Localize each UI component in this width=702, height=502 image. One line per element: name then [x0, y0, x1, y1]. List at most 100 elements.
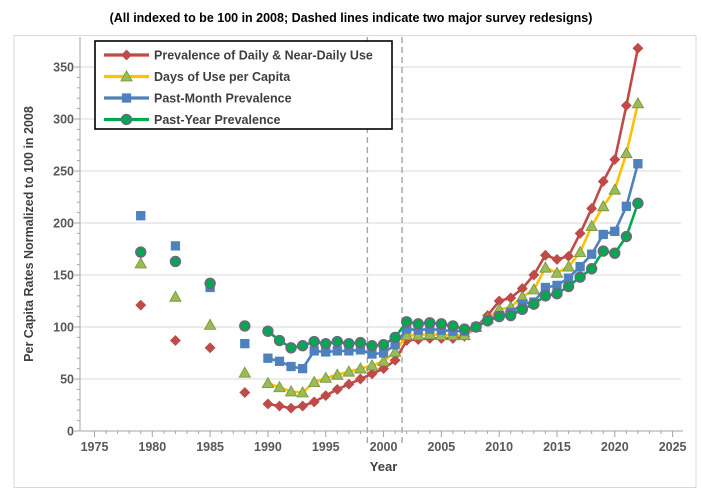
- data-point-marker: [620, 99, 632, 112]
- legend-item-3: Past-Month Prevalence: [104, 92, 292, 106]
- data-point-marker: [285, 342, 297, 354]
- data-point-marker: [597, 175, 609, 187]
- data-point-marker: [169, 290, 182, 302]
- legend-label: Days of Use per Capita: [154, 70, 291, 84]
- data-point-marker: [134, 257, 148, 269]
- y-tick-label-50: 50: [60, 373, 74, 387]
- data-point-marker: [331, 383, 343, 395]
- data-point-marker: [458, 323, 471, 335]
- data-point-marker: [169, 255, 182, 268]
- data-point-marker: [308, 335, 320, 348]
- data-point-marker: [597, 245, 609, 257]
- data-point-marker: [203, 318, 217, 330]
- x-axis-title: Year: [370, 459, 397, 474]
- data-point-marker: [332, 346, 342, 356]
- x-tick-label-2005: 2005: [427, 440, 455, 454]
- data-point-marker: [388, 345, 402, 357]
- data-point-marker: [573, 245, 587, 257]
- data-point-marker: [366, 368, 378, 380]
- data-point-marker: [240, 338, 250, 349]
- data-point-marker: [389, 354, 401, 366]
- data-point-marker: [342, 365, 356, 377]
- data-point-marker: [330, 368, 344, 380]
- legend: Prevalence of Daily & Near-Daily Use Days…: [94, 40, 393, 130]
- data-point-marker: [516, 303, 528, 316]
- y-tick-label-350: 350: [53, 61, 74, 75]
- data-point-marker: [527, 283, 541, 295]
- data-point-marker: [319, 371, 333, 383]
- data-point-marker: [204, 277, 216, 290]
- data-point-marker: [366, 340, 378, 352]
- data-point-marker: [619, 146, 633, 159]
- data-point-marker: [169, 334, 181, 347]
- data-point-marker: [389, 331, 401, 344]
- data-point-marker: [320, 337, 332, 350]
- y-tick-label-200: 200: [53, 217, 74, 231]
- data-point-marker: [481, 315, 494, 327]
- data-point-marker: [343, 378, 355, 390]
- data-point-marker: [263, 353, 273, 363]
- data-point-marker: [574, 227, 586, 239]
- data-point-marker: [562, 250, 575, 262]
- data-point-marker: [331, 335, 344, 348]
- data-point-marker: [609, 154, 621, 166]
- legend-label: Past-Year Prevalence: [154, 113, 281, 127]
- data-point-marker: [354, 336, 367, 349]
- data-point-marker: [528, 269, 540, 281]
- x-tick-label-2015: 2015: [543, 440, 571, 454]
- data-point-marker: [239, 320, 251, 332]
- data-point-marker: [296, 385, 309, 398]
- data-point-marker: [377, 354, 390, 367]
- data-point-marker: [586, 202, 598, 214]
- data-point-marker: [307, 375, 321, 387]
- data-point-marker: [424, 317, 436, 329]
- x-tick-label-1995: 1995: [312, 440, 340, 454]
- data-point-marker: [239, 386, 251, 399]
- data-point-marker: [309, 346, 319, 356]
- x-tick-label-2025: 2025: [659, 440, 687, 454]
- data-point-marker: [365, 358, 379, 371]
- data-point-marker: [170, 241, 181, 251]
- data-point-marker: [238, 366, 252, 378]
- data-point-marker: [505, 309, 517, 322]
- data-point-marker: [539, 249, 551, 261]
- legend-label: Past-Month Prevalence: [154, 92, 292, 106]
- data-point-marker: [286, 361, 296, 372]
- data-point-marker: [343, 337, 355, 350]
- x-tick-label-1980: 1980: [138, 440, 166, 454]
- data-point-marker: [620, 230, 633, 243]
- legend-item-4: Past-Year Prevalence: [104, 113, 281, 127]
- axes: [79, 37, 683, 432]
- plot-outer-border: [13, 35, 697, 488]
- data-point-marker: [493, 310, 505, 323]
- data-point-marker: [585, 263, 598, 275]
- legend-swatch-marker: [120, 113, 133, 126]
- data-point-marker: [470, 321, 482, 333]
- y-axis-title: Per Capita Rates Normalized to 100 in 20…: [22, 106, 36, 362]
- data-point-marker: [400, 316, 413, 328]
- data-point-marker: [296, 340, 309, 352]
- data-point-marker: [285, 402, 297, 414]
- data-point-marker: [528, 298, 540, 310]
- data-point-marker: [633, 159, 643, 169]
- data-point-marker: [320, 390, 332, 402]
- data-point-marker: [539, 261, 552, 273]
- legend-item-2: Days of Use per Capita: [104, 69, 291, 84]
- data-point-marker: [574, 271, 586, 283]
- data-point-marker: [632, 197, 644, 209]
- data-point-marker: [261, 376, 275, 389]
- data-point-marker: [610, 226, 620, 236]
- x-tick-label-1990: 1990: [254, 440, 282, 454]
- data-point-marker: [539, 290, 552, 302]
- data-point-marker: [598, 229, 608, 240]
- legend-label: Prevalence of Daily & Near-Daily Use: [154, 49, 373, 63]
- data-point-marker: [262, 398, 274, 410]
- data-point-marker: [435, 318, 448, 330]
- x-tick-label-2000: 2000: [370, 440, 398, 454]
- data-point-marker: [262, 325, 274, 337]
- data-point-marker: [297, 363, 308, 374]
- y-tick-label-150: 150: [53, 269, 74, 283]
- data-point-marker: [550, 266, 564, 278]
- data-point-marker: [412, 318, 424, 330]
